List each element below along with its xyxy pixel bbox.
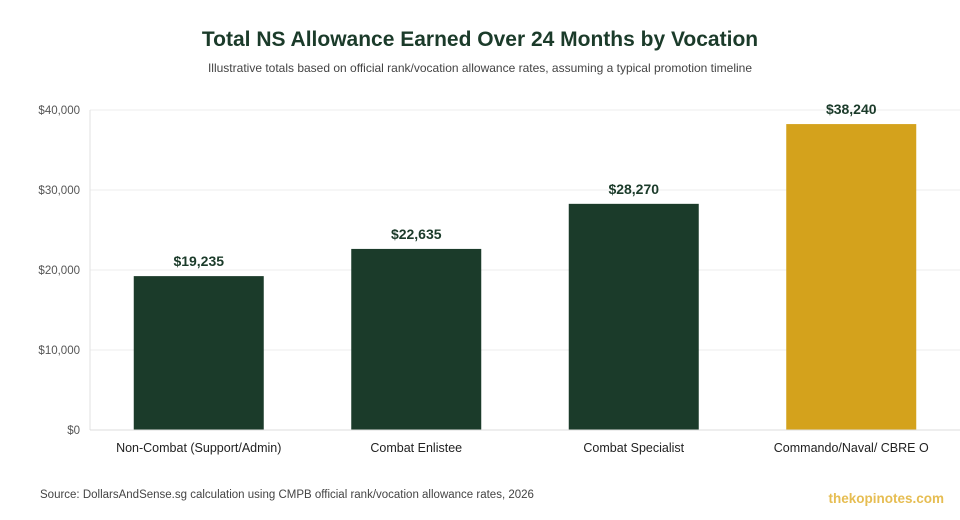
chart-subtitle: Illustrative totals based on official ra… (207, 61, 753, 75)
chart-title: Total NS Allowance Earned Over 24 Months… (201, 28, 759, 51)
bar (568, 203, 699, 430)
y-tick-label: $40,000 (38, 105, 80, 117)
bar-value-label: $28,270 (608, 181, 659, 197)
x-tick-label: Commando/Naval/ CBRE O (774, 441, 929, 455)
source-note: Source: DollarsAndSense.sg calculation u… (40, 489, 534, 501)
bar-value-label: $22,635 (391, 226, 442, 242)
y-tick-label: $0 (67, 425, 80, 437)
brand-watermark: thekopinotes.com (828, 491, 944, 506)
x-tick-label: Combat Specialist (583, 441, 684, 455)
bar-value-label: $38,240 (826, 101, 877, 117)
bar (133, 276, 264, 430)
x-tick-label: Combat Enlistee (370, 441, 462, 455)
bar (786, 124, 917, 430)
x-tick-label: Non-Combat (Support/Admin) (116, 441, 281, 455)
bar-value-label: $19,235 (173, 253, 224, 269)
y-tick-label: $30,000 (38, 185, 80, 197)
y-tick-label: $20,000 (38, 265, 80, 277)
bar (351, 248, 482, 430)
y-tick-label: $10,000 (38, 345, 80, 357)
